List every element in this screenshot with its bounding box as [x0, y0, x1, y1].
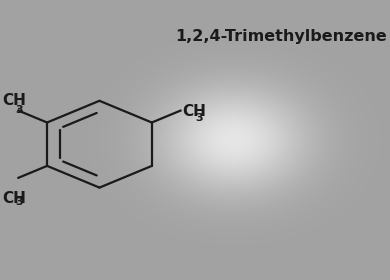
Text: 3: 3: [195, 113, 203, 123]
Text: CH: CH: [2, 191, 26, 206]
Text: CH: CH: [2, 93, 26, 108]
Text: CH: CH: [183, 104, 206, 120]
Text: 3: 3: [15, 197, 23, 207]
Text: 3: 3: [15, 104, 23, 115]
Text: 1,2,4-Trimethylbenzene: 1,2,4-Trimethylbenzene: [175, 29, 386, 44]
